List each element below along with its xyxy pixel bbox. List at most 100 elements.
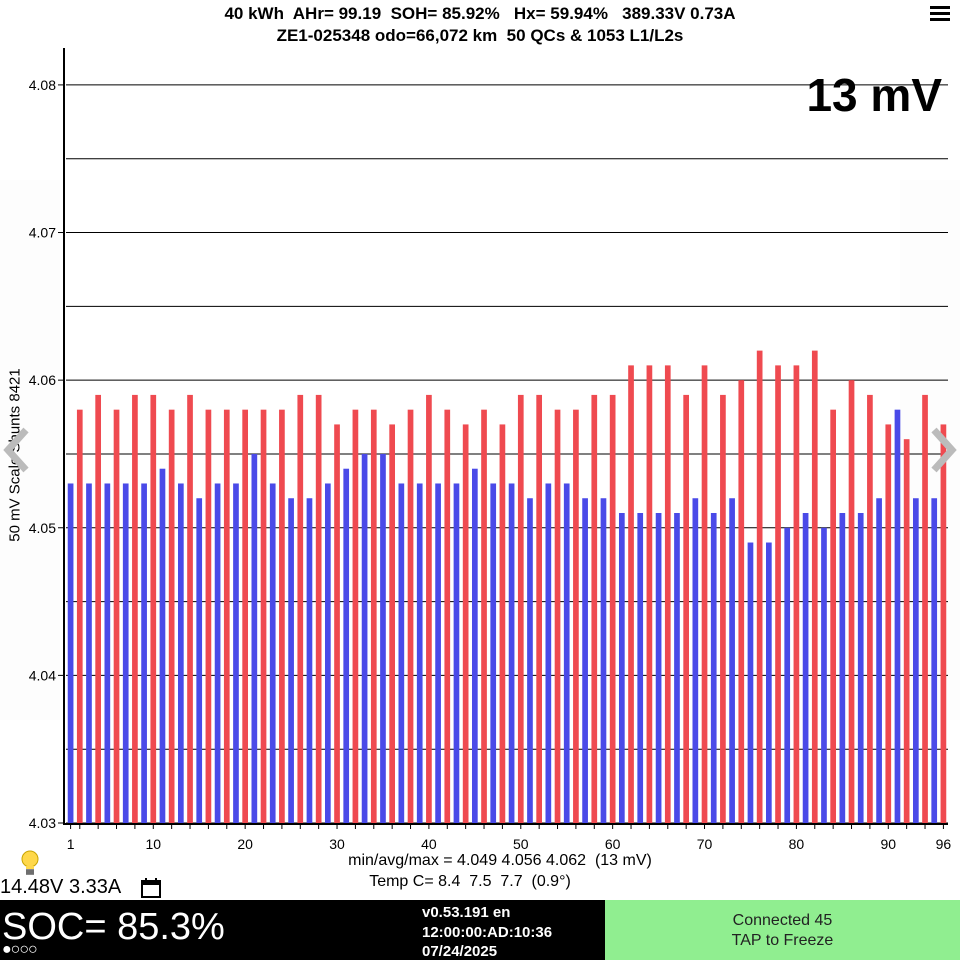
cell-bar-67: [674, 513, 680, 823]
page-indicator-dots[interactable]: ●○○○: [2, 941, 38, 958]
cell-bar-60: [609, 394, 616, 823]
temperature-stats: Temp C= 8.4 7.5 7.7 (0.9°): [369, 873, 571, 890]
cell-bar-74: [738, 380, 745, 823]
cell-bar-13: [177, 483, 184, 823]
y-tick-label: 4.03: [29, 815, 56, 831]
vehicle-info-line: ZE1-025348 odo=66,072 km 50 QCs & 1053 L…: [276, 26, 684, 45]
cell-voltage-chart: 4.03 4.04 4.05 4.06 4.07 4.08 1 10 20 30 40 50 60 70 8…: [29, 48, 952, 850]
cell-bar-68: [683, 394, 690, 823]
cell-bar-53: [545, 483, 552, 823]
chart-bars: [67, 350, 947, 823]
cell-bar-75: [747, 542, 754, 823]
calendar-icon[interactable]: [140, 877, 162, 899]
soc-readout: SOC= 85.3%: [2, 906, 225, 948]
x-tick-label: 10: [145, 836, 161, 850]
x-tick-label: 96: [936, 836, 952, 850]
cell-bar-78: [775, 365, 781, 823]
cell-bar-79: [784, 527, 791, 823]
cell-bar-8: [132, 394, 138, 823]
y-tick-label: 4.06: [29, 372, 56, 388]
y-tick-label: 4.07: [29, 225, 56, 241]
cell-bar-27: [306, 498, 313, 823]
cell-bar-87: [857, 513, 864, 823]
cell-bar-14: [187, 394, 193, 823]
menu-icon[interactable]: [930, 3, 950, 23]
cell-bar-58: [591, 394, 598, 823]
cell-bar-22: [260, 409, 267, 823]
x-tick-label: 80: [789, 836, 805, 850]
cell-bar-18: [223, 409, 230, 823]
cell-bar-23: [269, 483, 276, 823]
cell-bar-21: [251, 453, 258, 823]
cell-bar-1: [67, 483, 74, 823]
cell-bar-33: [361, 453, 368, 823]
x-tick-label: 40: [421, 836, 437, 850]
aux-battery-reading: 14.48V 3.33A: [0, 876, 122, 898]
cell-bar-80: [793, 365, 800, 823]
cell-bar-15: [196, 498, 203, 823]
cell-bar-7: [122, 483, 129, 823]
pack-summary-line: 40 kWh AHr= 99.19 SOH= 85.92% Hx= 59.94%…: [224, 4, 736, 23]
status-bar: SOC= 85.3% ●○○○ v0.53.191 en 12:00:00:AD…: [0, 900, 960, 960]
cell-bar-85: [839, 513, 846, 823]
cell-bar-86: [848, 380, 855, 823]
x-tick-label: 1: [67, 836, 75, 850]
x-tick-label: 20: [237, 836, 253, 850]
cell-bar-36: [389, 424, 396, 823]
cell-bar-92: [903, 439, 910, 823]
cell-bar-3: [86, 483, 92, 823]
chevron-right-icon[interactable]: [930, 420, 960, 480]
cell-bar-39: [416, 483, 423, 823]
cell-bar-73: [729, 498, 735, 823]
cell-bar-81: [802, 513, 809, 823]
voltage-spread-label: 13 mV: [806, 69, 942, 121]
lightbulb-icon[interactable]: [18, 848, 42, 878]
cell-bar-42: [444, 409, 451, 823]
cell-bar-69: [692, 498, 699, 823]
app-version: v0.53.191 en: [422, 904, 511, 921]
cell-bar-4: [95, 394, 102, 823]
min-avg-max-stats: min/avg/max = 4.049 4.056 4.062 (13 mV): [348, 852, 652, 869]
freeze-hint: TAP to Freeze: [731, 932, 834, 949]
cell-bar-57: [582, 498, 588, 823]
cell-bar-65: [655, 513, 662, 823]
cell-bar-17: [214, 483, 221, 823]
cell-bar-50: [517, 394, 524, 823]
cell-bar-76: [756, 350, 763, 823]
cell-bar-19: [233, 483, 239, 823]
chart-axes: 4.03 4.04 4.05 4.06 4.07 4.08 1 10 20 30 40 50 60 70 8…: [29, 48, 952, 850]
x-tick-label: 60: [605, 836, 621, 850]
cell-bar-10: [150, 394, 157, 823]
cell-bar-82: [811, 350, 818, 823]
cell-bar-84: [830, 409, 837, 823]
cell-bar-59: [600, 498, 607, 823]
connection-freeze-button[interactable]: Connected 45 TAP to Freeze: [605, 900, 960, 960]
cell-bar-9: [141, 483, 147, 823]
cell-bar-43: [453, 483, 460, 823]
y-tick-label: 4.08: [29, 77, 56, 93]
chevron-left-icon[interactable]: [0, 420, 30, 480]
cell-bar-45: [471, 468, 478, 823]
date-readout: 07/24/2025: [422, 943, 498, 960]
cell-bar-71: [710, 513, 717, 823]
cell-bar-95: [931, 498, 938, 823]
cell-bar-5: [104, 483, 111, 823]
cell-bar-52: [536, 394, 543, 823]
cell-bar-49: [508, 483, 515, 823]
cell-bar-35: [380, 453, 386, 823]
cell-bar-38: [407, 409, 414, 823]
cell-bar-2: [76, 409, 83, 823]
cell-bar-55: [563, 483, 570, 823]
cell-bar-29: [324, 483, 331, 823]
cell-bar-46: [481, 409, 487, 823]
cell-bar-56: [573, 409, 579, 823]
cell-bar-88: [867, 394, 873, 823]
cell-bar-16: [205, 409, 212, 823]
y-tick-label: 4.05: [29, 520, 56, 536]
cell-bar-89: [876, 498, 882, 823]
cell-bar-34: [370, 409, 377, 823]
cell-bar-31: [343, 468, 350, 823]
cell-bar-12: [168, 409, 175, 823]
cell-bar-94: [922, 394, 928, 823]
cell-bar-24: [279, 409, 285, 823]
